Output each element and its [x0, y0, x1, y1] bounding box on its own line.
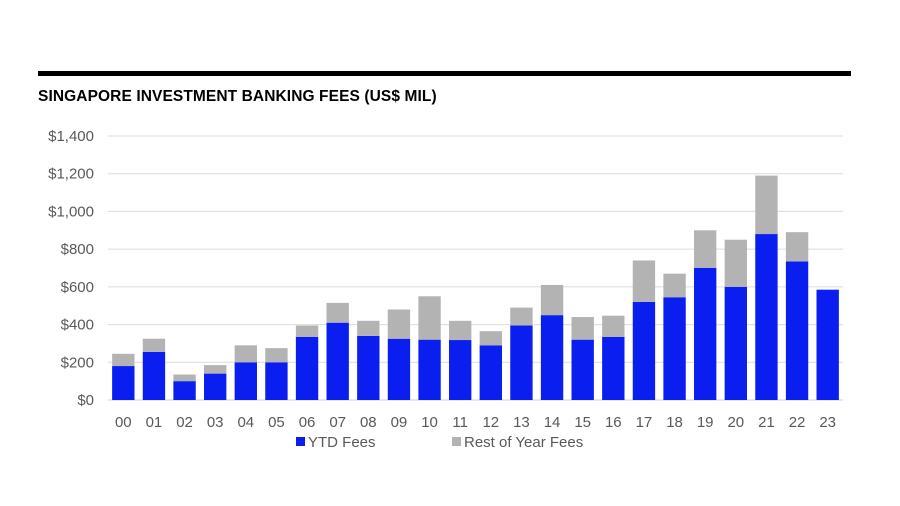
x-axis: 00 01 02 03 04 05 06 07 08 09 10 11 12 13 14 15 16 17 18 19… [115, 414, 836, 431]
bar-rest-of-year-fees [142, 338, 166, 352]
bar-rest-of-year-fees [632, 260, 656, 302]
y-tick-label: $800 [61, 241, 94, 258]
bar-ytd-fees [357, 335, 380, 400]
y-tick-label: $0 [77, 392, 94, 409]
x-tick-label: 20 [727, 414, 744, 431]
bar-rest-of-year-fees [724, 239, 747, 287]
bar-ytd-fees [694, 268, 717, 400]
bar-ytd-fees [540, 315, 564, 400]
bar-rest-of-year-fees [295, 325, 319, 337]
legend-label: YTD Fees [308, 434, 376, 451]
bar-rest-of-year-fees [479, 331, 502, 346]
bar-rest-of-year-fees [265, 348, 288, 363]
bar-rest-of-year-fees [234, 345, 257, 363]
bar-ytd-fees [142, 351, 166, 400]
bar-rest-of-year-fees [694, 230, 717, 268]
y-axis: $0 $200 $400 $600 $800 $1,000 $1,200 $1,400 [48, 128, 94, 409]
bar-rest-of-year-fees [204, 365, 227, 374]
y-tick-label: $400 [61, 317, 94, 334]
bar-ytd-fees [295, 336, 319, 400]
bar-ytd-fees [816, 289, 839, 400]
x-tick-label: 18 [666, 414, 683, 431]
bar-rest-of-year-fees [510, 307, 533, 326]
bar-ytd-fees [265, 362, 288, 400]
x-tick-label: 12 [482, 414, 499, 431]
bar-rest-of-year-fees [571, 317, 594, 340]
bar-rest-of-year-fees [326, 302, 349, 323]
bar-ytd-fees [387, 338, 411, 400]
bar-ytd-fees [785, 261, 809, 400]
x-tick-label: 23 [819, 414, 836, 431]
bar-rest-of-year-fees [755, 175, 778, 235]
x-tick-label: 15 [574, 414, 591, 431]
x-tick-label: 05 [268, 414, 285, 431]
x-tick-label: 21 [758, 414, 775, 431]
bar-ytd-fees [173, 381, 196, 400]
legend-swatch [296, 437, 305, 446]
x-tick-label: 01 [146, 414, 163, 431]
bar-rest-of-year-fees [387, 309, 411, 339]
x-tick-label: 11 [452, 414, 468, 431]
x-tick-label: 17 [636, 414, 653, 431]
x-tick-label: 16 [605, 414, 622, 431]
x-tick-label: 22 [789, 414, 806, 431]
bar-rest-of-year-fees [602, 315, 625, 337]
x-tick-label: 00 [115, 414, 132, 431]
bar-ytd-fees [755, 234, 778, 400]
x-tick-label: 13 [513, 414, 530, 431]
x-tick-label: 03 [207, 414, 224, 431]
bar-rest-of-year-fees [112, 353, 135, 367]
bar-ytd-fees [479, 345, 502, 400]
chart-title: SINGAPORE INVESTMENT BANKING FEES (US$ M… [38, 88, 437, 105]
x-tick-label: 10 [421, 414, 438, 431]
x-tick-label: 02 [176, 414, 193, 431]
x-tick-label: 19 [697, 414, 714, 431]
bar-rest-of-year-fees [785, 232, 809, 262]
legend-label: Rest of Year Fees [464, 434, 583, 451]
bar-ytd-fees [663, 297, 686, 400]
bar-rest-of-year-fees [449, 320, 472, 341]
bar-ytd-fees [449, 340, 472, 400]
bar-ytd-fees [326, 322, 349, 400]
bar-ytd-fees [602, 336, 625, 400]
bar-rest-of-year-fees [357, 320, 380, 336]
y-tick-label: $1,000 [48, 203, 94, 220]
x-tick-label: 08 [360, 414, 377, 431]
bar-rest-of-year-fees [540, 284, 564, 316]
x-tick-label: 14 [544, 414, 561, 431]
legend: YTD Fees Rest of Year Fees [296, 434, 583, 451]
bar-ytd-fees [234, 362, 257, 400]
bar-rest-of-year-fees [418, 296, 441, 340]
bars [112, 175, 839, 400]
legend-swatch [452, 437, 461, 446]
y-tick-label: $1,200 [48, 166, 94, 183]
x-tick-label: 09 [391, 414, 408, 431]
title-rule [38, 71, 851, 76]
bar-ytd-fees [510, 325, 533, 400]
gridlines [108, 135, 843, 401]
bar-ytd-fees [112, 366, 135, 400]
bar-ytd-fees [632, 301, 656, 400]
y-tick-label: $200 [61, 354, 94, 371]
x-tick-label: 04 [237, 414, 254, 431]
bar-ytd-fees [724, 286, 747, 400]
bar-ytd-fees [418, 339, 441, 400]
bar-ytd-fees [571, 339, 594, 400]
x-tick-label: 06 [299, 414, 316, 431]
y-tick-label: $600 [61, 279, 94, 296]
x-tick-label: 07 [329, 414, 346, 431]
bar-ytd-fees [204, 373, 227, 400]
y-tick-label: $1,400 [48, 128, 94, 145]
bar-rest-of-year-fees [173, 374, 196, 382]
bar-rest-of-year-fees [663, 273, 686, 298]
